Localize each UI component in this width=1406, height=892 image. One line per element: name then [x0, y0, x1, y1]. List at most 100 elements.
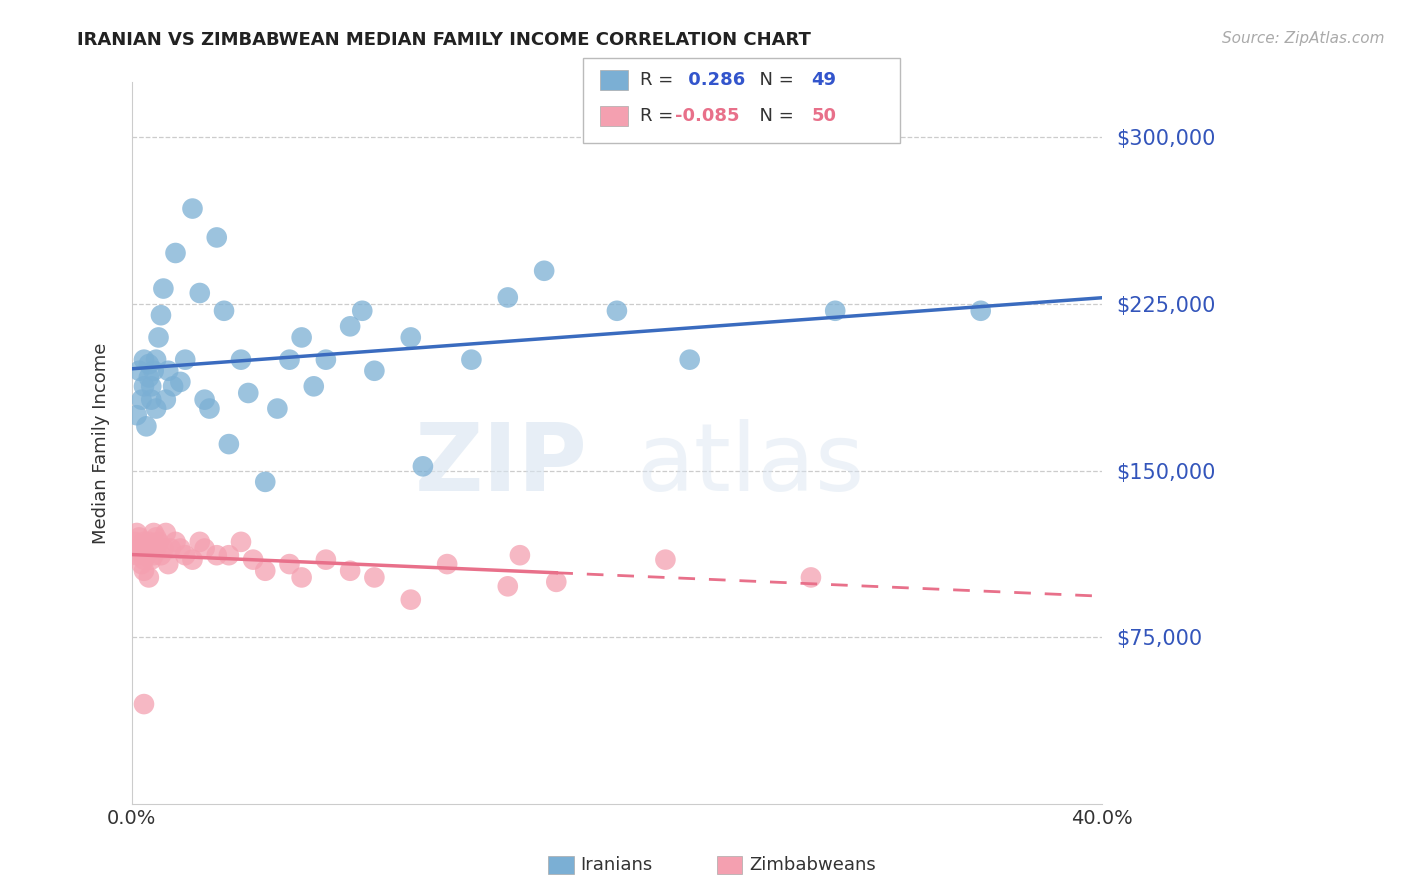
Point [824, 303, 846, 318]
Point [198, 401, 221, 416]
Point [124, 534, 146, 549]
Point [157, 364, 180, 378]
Text: Source: ZipAtlas.com: Source: ZipAtlas.com [1222, 31, 1385, 46]
Point [315, 552, 337, 566]
Point [125, 548, 148, 562]
Point [132, 564, 155, 578]
Point [363, 570, 385, 584]
Point [162, 379, 184, 393]
Point [145, 352, 167, 367]
Point [194, 541, 217, 556]
Point [169, 375, 191, 389]
Text: 0.286: 0.286 [682, 71, 745, 89]
Point [169, 541, 191, 556]
Point [254, 564, 277, 578]
Point [142, 526, 165, 541]
Text: R =: R = [640, 71, 679, 89]
Point [141, 379, 163, 393]
Point [238, 386, 260, 401]
Point [181, 202, 204, 216]
Point [546, 574, 568, 589]
Point [229, 534, 252, 549]
Point [155, 526, 177, 541]
Point [460, 352, 482, 367]
Point [218, 548, 240, 562]
Point [148, 534, 170, 549]
Point [152, 541, 174, 556]
Point [194, 392, 217, 407]
Point [142, 364, 165, 378]
Point [242, 552, 264, 566]
Point [399, 330, 422, 344]
Point [145, 530, 167, 544]
Point [205, 230, 228, 244]
Point [205, 548, 228, 562]
Point [138, 534, 160, 549]
Point [218, 437, 240, 451]
Point [174, 548, 197, 562]
Point [128, 541, 150, 556]
Point [138, 357, 160, 371]
Point [266, 401, 288, 416]
Text: -0.085: -0.085 [675, 107, 740, 125]
Point [970, 303, 993, 318]
Point [174, 352, 197, 367]
Point [132, 352, 155, 367]
Point [148, 330, 170, 344]
Point [291, 330, 314, 344]
Text: 49: 49 [811, 71, 837, 89]
Text: Iranians: Iranians [581, 856, 652, 874]
Point [302, 379, 325, 393]
Point [135, 419, 157, 434]
Point [159, 541, 181, 556]
Point [399, 592, 422, 607]
Point [142, 548, 165, 562]
Point [606, 303, 628, 318]
Point [145, 401, 167, 416]
Point [363, 364, 385, 378]
Point [138, 570, 160, 584]
Point [188, 285, 211, 300]
Point [533, 264, 555, 278]
Text: Zimbabweans: Zimbabweans [749, 856, 876, 874]
Point [496, 579, 519, 593]
Text: N =: N = [748, 71, 800, 89]
Point [352, 303, 374, 318]
Point [138, 370, 160, 384]
Point [188, 534, 211, 549]
Point [149, 308, 172, 322]
Point [412, 459, 434, 474]
Point [181, 552, 204, 566]
Point [339, 319, 361, 334]
Point [679, 352, 702, 367]
Text: R =: R = [640, 107, 679, 125]
Point [157, 557, 180, 571]
Point [212, 303, 235, 318]
Point [254, 475, 277, 489]
Point [291, 570, 314, 584]
Text: atlas: atlas [637, 418, 865, 510]
Point [125, 408, 148, 422]
Point [165, 246, 187, 260]
Point [315, 352, 337, 367]
Point [149, 548, 172, 562]
Point [229, 352, 252, 367]
Point [278, 557, 301, 571]
Text: IRANIAN VS ZIMBABWEAN MEDIAN FAMILY INCOME CORRELATION CHART: IRANIAN VS ZIMBABWEAN MEDIAN FAMILY INCO… [77, 31, 811, 49]
Point [509, 548, 531, 562]
Point [132, 534, 155, 549]
Point [155, 392, 177, 407]
Point [278, 352, 301, 367]
Point [496, 290, 519, 304]
Point [135, 548, 157, 562]
Point [132, 379, 155, 393]
Point [654, 552, 676, 566]
Point [141, 552, 163, 566]
Point [339, 564, 361, 578]
Point [131, 557, 153, 571]
Point [800, 570, 823, 584]
Point [141, 541, 163, 556]
Text: ZIP: ZIP [415, 418, 588, 510]
Point [436, 557, 458, 571]
Point [135, 541, 157, 556]
